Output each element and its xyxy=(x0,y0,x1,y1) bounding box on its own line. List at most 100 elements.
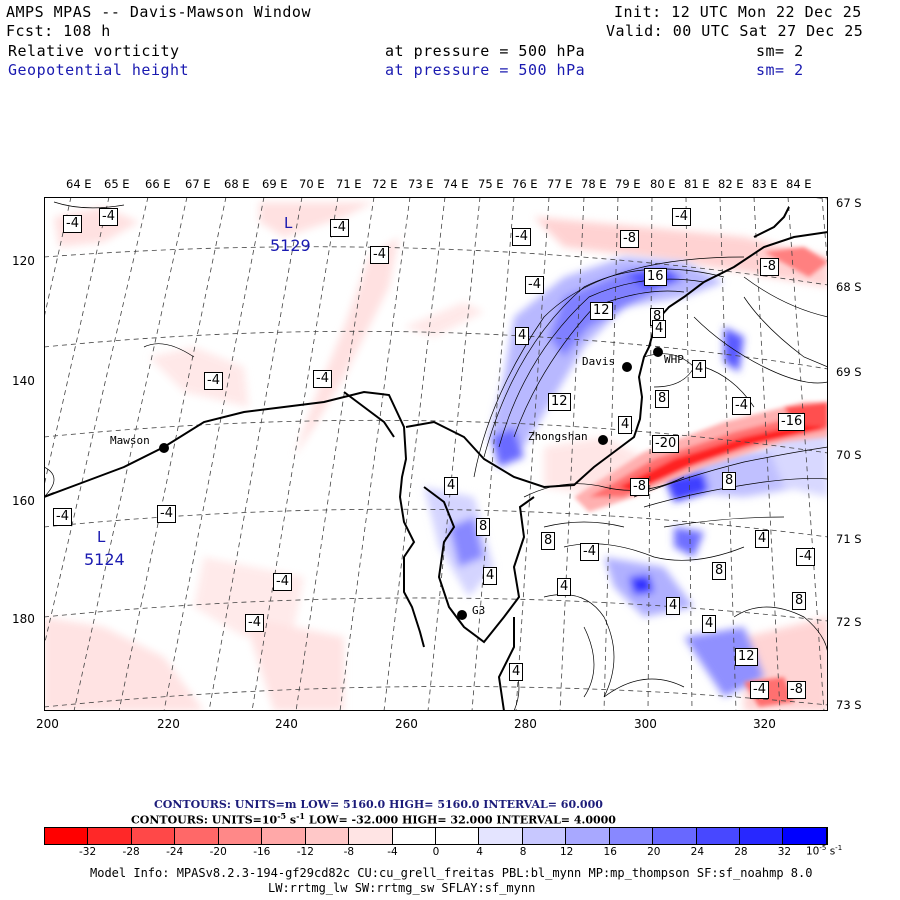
contour-label: 8 xyxy=(712,562,727,580)
field2-level: at pressure = 500 hPa xyxy=(385,61,586,79)
lon-label: 73 E xyxy=(408,177,434,191)
x-axis-label: 240 xyxy=(275,717,298,731)
positive-vorticity-shading xyxy=(424,257,828,697)
contour-label: 12 xyxy=(548,393,571,411)
low-value: 5129 xyxy=(270,236,311,255)
x-axis-label: 280 xyxy=(514,717,537,731)
forecast-hour: Fcst: 108 h xyxy=(6,22,111,40)
vorticity-units: CONTOURS: UNITS=10 xyxy=(131,813,278,827)
contour-label: 12 xyxy=(735,648,758,666)
contour-label: -4 xyxy=(732,397,751,415)
contour-label: -20 xyxy=(652,435,680,453)
colorbar-swatch xyxy=(88,828,132,844)
y-axis-label: 160 xyxy=(12,494,35,508)
colorbar-swatch xyxy=(218,828,263,844)
colorbar-tick-label: 12 xyxy=(559,846,574,858)
field1-level: at pressure = 500 hPa xyxy=(385,42,586,60)
colorbar-unit-base: 10 xyxy=(806,845,820,858)
station-marker xyxy=(457,610,467,620)
colorbar-swatch xyxy=(566,828,610,844)
init-time: Init: 12 UTC Mon 22 Dec 25 xyxy=(614,3,862,21)
contour-label: 4 xyxy=(483,567,498,585)
lon-label: 65 E xyxy=(104,177,130,191)
colorbar-swatch xyxy=(262,828,306,844)
lon-label: 82 E xyxy=(718,177,744,191)
negative-vorticity-shading xyxy=(44,202,828,711)
station-label-g3: G3 xyxy=(472,604,486,617)
contour-label: -4 xyxy=(525,276,544,294)
station-marker xyxy=(598,435,608,445)
contour-label: -4 xyxy=(796,548,815,566)
colorbar-swatch xyxy=(435,828,480,844)
contour-label: -4 xyxy=(672,208,691,226)
colorbar-tick-label: 32 xyxy=(777,846,792,858)
colorbar-tick-label: 20 xyxy=(647,846,661,858)
lon-label: 84 E xyxy=(786,177,812,191)
x-axis-label: 300 xyxy=(634,717,657,731)
colorbar-ticks: -32 -28 -24 -20 -16 -12 -8 -4 0 4 8 12 16 20 24 28 32 xyxy=(44,846,828,862)
lat-label: 72 S xyxy=(836,615,862,629)
contour-label: 4 xyxy=(702,615,717,633)
x-axis-label: 260 xyxy=(395,717,418,731)
colorbar-tick-label: -8 xyxy=(343,846,355,858)
lat-label: 69 S xyxy=(836,365,862,379)
station-label-zhongshan: Zhongshan xyxy=(528,430,588,443)
vorticity-contours xyxy=(44,201,828,711)
colorbar-tick-label: -16 xyxy=(253,846,271,858)
station-label-whp: WHP xyxy=(664,353,684,366)
lon-label: 80 E xyxy=(650,177,676,191)
field1-smoothing: sm= 2 xyxy=(756,42,804,60)
lat-label: 73 S xyxy=(836,698,862,712)
lon-label: 66 E xyxy=(145,177,171,191)
station-marker xyxy=(622,362,632,372)
height-contour-info: CONTOURS: UNITS=m LOW= 5160.0 HIGH= 5160… xyxy=(154,798,603,811)
contour-label: 8 xyxy=(722,472,737,490)
lat-label: 67 S xyxy=(836,196,862,210)
station-marker xyxy=(653,347,663,357)
contour-label: 4 xyxy=(755,530,770,548)
contour-label: 4 xyxy=(509,663,524,681)
colorbar-unit-exp2: -1 xyxy=(835,844,843,852)
contour-label: 4 xyxy=(515,327,530,345)
colorbar-tick-label: 28 xyxy=(734,846,748,858)
x-axis-label: 320 xyxy=(753,717,776,731)
vorticity-map xyxy=(44,197,828,711)
contour-label: -16 xyxy=(778,413,806,431)
lon-label: 72 E xyxy=(372,177,398,191)
colorbar xyxy=(44,827,828,845)
colorbar-swatch xyxy=(131,828,176,844)
colorbar-swatch xyxy=(175,828,219,844)
contour-label: 12 xyxy=(590,302,613,320)
colorbar-tick-label: -4 xyxy=(387,846,398,858)
colorbar-tick-label: 24 xyxy=(690,846,705,858)
colorbar-tick-label: 8 xyxy=(519,846,527,858)
lon-label: 74 E xyxy=(443,177,469,191)
station-label-mawson: Mawson xyxy=(110,434,150,447)
vorticity-units-exp2: -1 xyxy=(296,811,305,821)
lon-label: 79 E xyxy=(615,177,641,191)
contour-label: -8 xyxy=(760,258,779,276)
vorticity-range: LOW= -32.000 HIGH= 32.000 INTERVAL= 4.00… xyxy=(305,813,616,827)
lon-label: 75 E xyxy=(478,177,504,191)
contour-label: -4 xyxy=(157,505,176,523)
colorbar-swatch xyxy=(522,828,567,844)
contour-label: 4 xyxy=(652,320,667,338)
plot-title: AMPS MPAS -- Davis-Mawson Window xyxy=(6,3,311,21)
contour-label: 4 xyxy=(666,597,681,615)
colorbar-unit-s: s xyxy=(826,845,836,858)
contour-label: 8 xyxy=(655,390,670,408)
contour-label: -4 xyxy=(53,508,72,526)
colorbar-unit-exp: -5 xyxy=(819,844,827,852)
colorbar-unit: 10-5 s-1 xyxy=(806,844,842,858)
colorbar-swatch xyxy=(479,828,523,844)
colorbar-tick-label: -28 xyxy=(122,846,140,858)
low-symbol: L xyxy=(284,214,293,232)
coastline xyxy=(44,206,828,711)
contour-label: -4 xyxy=(204,372,223,390)
lon-label: 68 E xyxy=(224,177,250,191)
contour-label: -4 xyxy=(63,215,82,233)
colorbar-tick-label: 0 xyxy=(432,846,440,858)
x-axis-label: 220 xyxy=(157,717,180,731)
field2-smoothing: sm= 2 xyxy=(756,61,804,79)
colorbar-swatch xyxy=(609,828,654,844)
